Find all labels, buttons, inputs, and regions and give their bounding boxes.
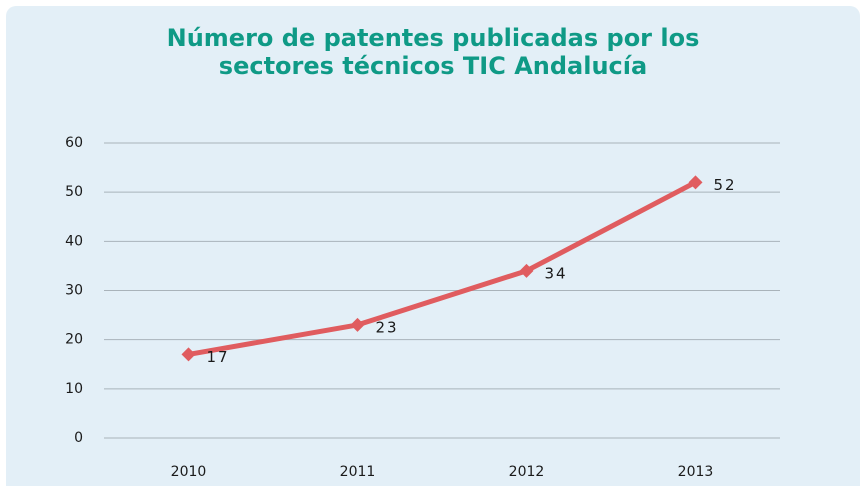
y-tick-label: 0 [74, 430, 83, 446]
y-tick-label: 40 [65, 233, 83, 249]
y-tick-label: 20 [65, 332, 83, 348]
x-tick-label: 2012 [509, 464, 545, 480]
data-point [519, 263, 534, 278]
y-tick-label: 60 [65, 135, 83, 151]
data-line [188, 180, 697, 357]
y-tick-label: 30 [65, 283, 83, 299]
chart-title: Número de patentes publicadas por los se… [166, 24, 700, 80]
data-point [181, 347, 196, 362]
chart-panel [6, 6, 860, 486]
x-tick-label: 2010 [171, 464, 207, 480]
y-tick-label: 10 [65, 381, 83, 397]
data-label: 34 [545, 264, 568, 282]
data-label: 52 [714, 176, 737, 194]
x-tick-label: 2011 [340, 464, 376, 480]
data-label: 23 [376, 318, 399, 336]
data-point [688, 175, 703, 190]
data-label: 17 [207, 348, 230, 366]
x-tick-label: 2013 [678, 464, 714, 480]
y-tick-label: 50 [65, 184, 83, 200]
data-point [350, 317, 365, 332]
